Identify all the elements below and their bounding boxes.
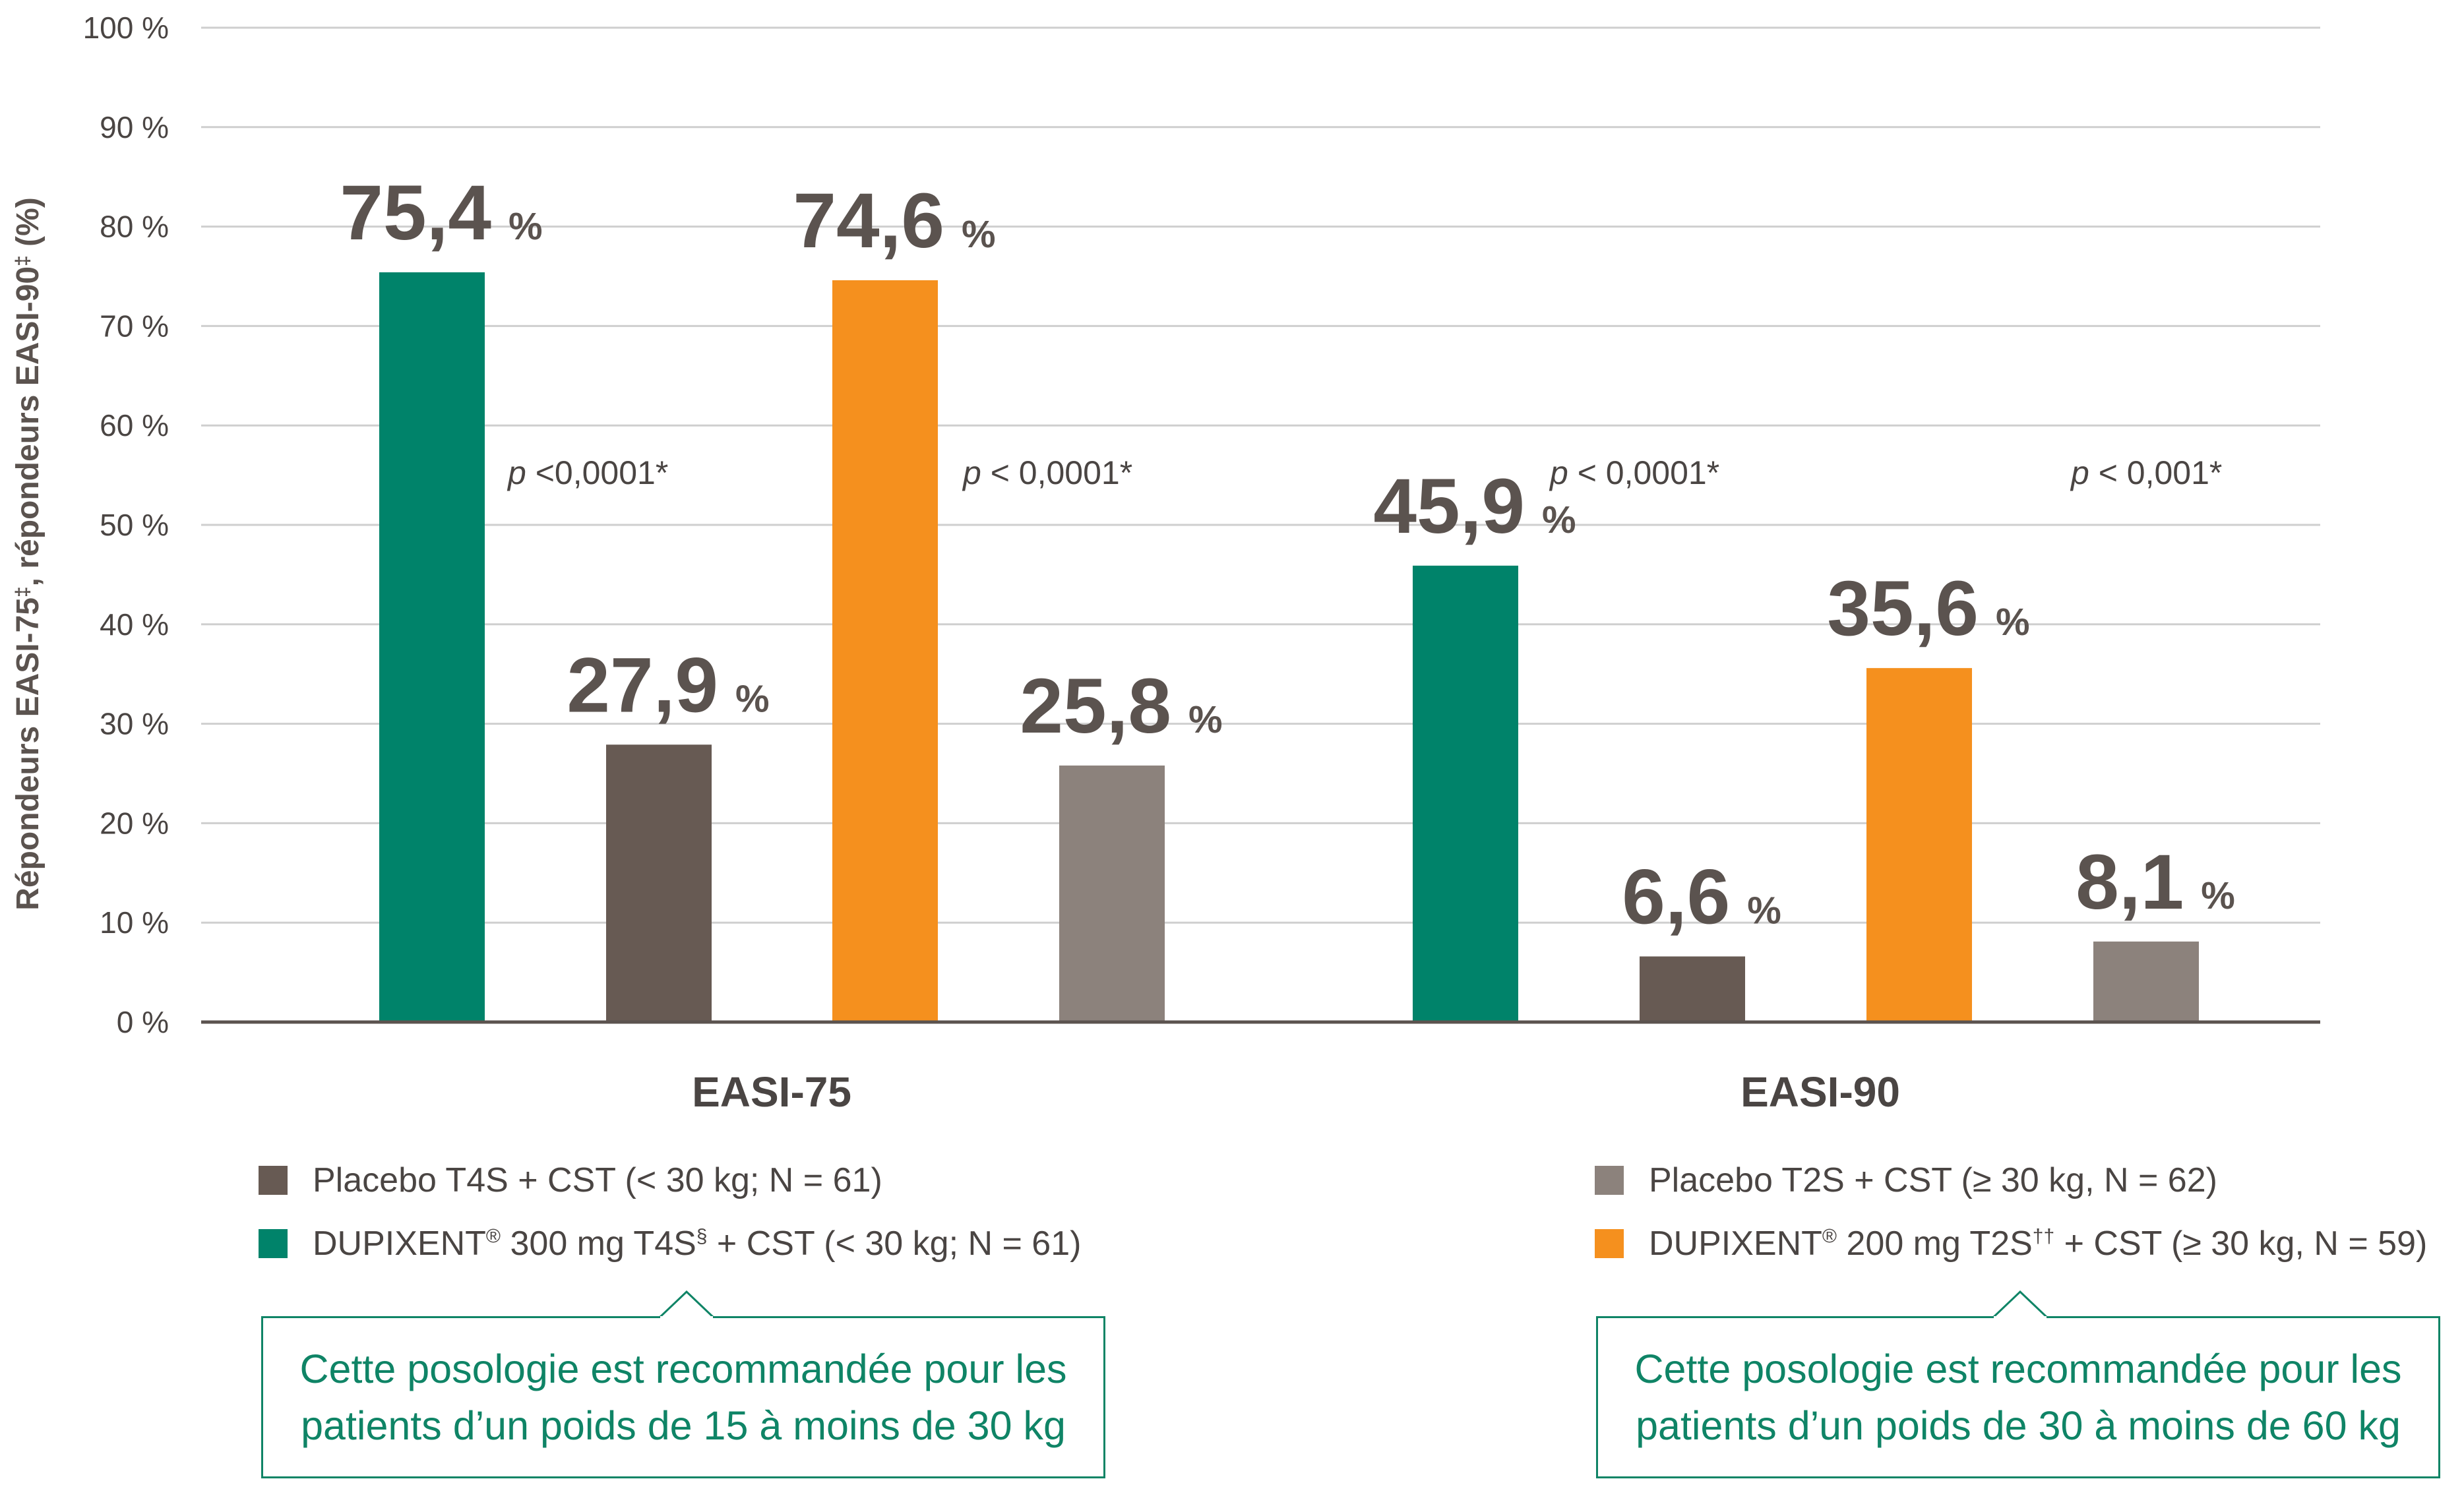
y-tick-label: 20 % <box>100 806 169 840</box>
group-label-easi-90: EASI-90 <box>1740 1068 1900 1116</box>
y-tick-label: 40 % <box>100 607 169 642</box>
callout-pointer <box>1992 1290 2048 1318</box>
bar <box>832 280 938 1023</box>
bar <box>1059 765 1165 1022</box>
bar <box>1413 565 1518 1022</box>
legend-label: DUPIXENT® 200 mg T2S†† + CST (≥ 30 kg, N… <box>1649 1225 2428 1263</box>
legend-right: Placebo T2S + CST (≥ 30 kg, N = 62) DUPI… <box>1595 1149 2427 1275</box>
data-label: 74,6% <box>793 177 995 264</box>
callout-text: Cette posologie est recommandée pour les… <box>1634 1341 2401 1454</box>
callout-line: Cette posologie est recommandée pour les <box>1634 1346 2402 1391</box>
legend-label: Placebo T4S + CST (< 30 kg; N = 61) <box>313 1161 882 1199</box>
data-label: 25,8% <box>1020 663 1222 750</box>
legend-item-placebo-t4s: Placebo T4S + CST (< 30 kg; N = 61) <box>259 1149 1081 1212</box>
p-values: p <0,0001* p < 0,0001* p < 0,0001* p < 0,00… <box>507 454 2222 491</box>
legend-item-dupixent-300: DUPIXENT® 300 mg T4S§ + CST (< 30 kg; N … <box>259 1212 1081 1275</box>
data-label: 8,1% <box>2076 839 2235 926</box>
data-label: 6,6% <box>1622 853 1781 940</box>
bar <box>606 744 712 1022</box>
p-value-label: p < 0,001* <box>2070 454 2222 491</box>
legend-swatch <box>1595 1166 1624 1195</box>
bar <box>1866 668 1972 1022</box>
legend-swatch <box>259 1166 288 1195</box>
legend-swatch <box>259 1229 288 1258</box>
data-label: 75,4% <box>340 169 542 257</box>
y-axis-ticks: 0 % 10 % 20 % 30 % 40 % 50 % 60 % 70 % 80 % 90 % 1… <box>83 11 169 1039</box>
y-tick-label: 50 % <box>100 508 169 542</box>
y-tick-label: 90 % <box>100 110 169 144</box>
legend-swatch <box>1595 1229 1624 1258</box>
group-label-easi-75: EASI-75 <box>692 1068 851 1116</box>
y-axis-label: Répondeurs EASI-75‡, répondeurs EASI-90‡… <box>11 197 46 911</box>
data-label: 27,9% <box>567 642 769 729</box>
y-tick-label: 80 % <box>100 210 169 244</box>
y-tick-label: 70 % <box>100 309 169 343</box>
y-tick-label: 60 % <box>100 408 169 442</box>
data-labels: 75,4 % 27,9 % 74,6 % 25,8 % 45,9 % 6,6 % 35,6 % 8,1% <box>340 169 2234 941</box>
legend-label: Placebo T2S + CST (≥ 30 kg, N = 62) <box>1649 1161 2217 1199</box>
bar <box>2093 941 2199 1022</box>
y-tick-label: 10 % <box>100 905 169 940</box>
y-tick-label: 0 % <box>117 1005 169 1039</box>
legend-label: DUPIXENT® 300 mg T4S§ + CST (< 30 kg; N … <box>313 1225 1082 1263</box>
data-label: 35,6% <box>1827 565 2029 652</box>
callout-pointer <box>659 1290 714 1318</box>
p-value-label: p < 0,0001* <box>1549 454 1719 491</box>
callout-line: Cette posologie est recommandée pour les <box>299 1346 1067 1391</box>
legend-item-dupixent-200: DUPIXENT® 200 mg T2S†† + CST (≥ 30 kg, N… <box>1595 1212 2427 1275</box>
gridlines <box>201 26 2320 924</box>
callout-left: Cette posologie est recommandée pour les… <box>261 1290 1105 1478</box>
callout-line: patients d’un poids de 15 à moins de 30 … <box>301 1403 1066 1448</box>
y-tick-label: 30 % <box>100 707 169 741</box>
legend-item-placebo-t2s: Placebo T2S + CST (≥ 30 kg, N = 62) <box>1595 1149 2427 1212</box>
callout-text: Cette posologie est recommandée pour les… <box>299 1341 1066 1454</box>
callout-line: patients d’un poids de 30 à moins de 60 … <box>1636 1403 2401 1448</box>
y-tick-label: 100 % <box>83 11 169 45</box>
bars <box>379 272 2199 1023</box>
p-value-label: p <0,0001* <box>507 454 668 491</box>
legend-left: Placebo T4S + CST (< 30 kg; N = 61) DUPI… <box>259 1149 1081 1275</box>
bar <box>379 272 485 1022</box>
bar <box>1640 956 1745 1022</box>
data-label: 45,9% <box>1373 463 1576 550</box>
callout-right: Cette posologie est recommandée pour les… <box>1596 1290 2440 1478</box>
p-value-label: p < 0,0001* <box>962 454 1132 491</box>
